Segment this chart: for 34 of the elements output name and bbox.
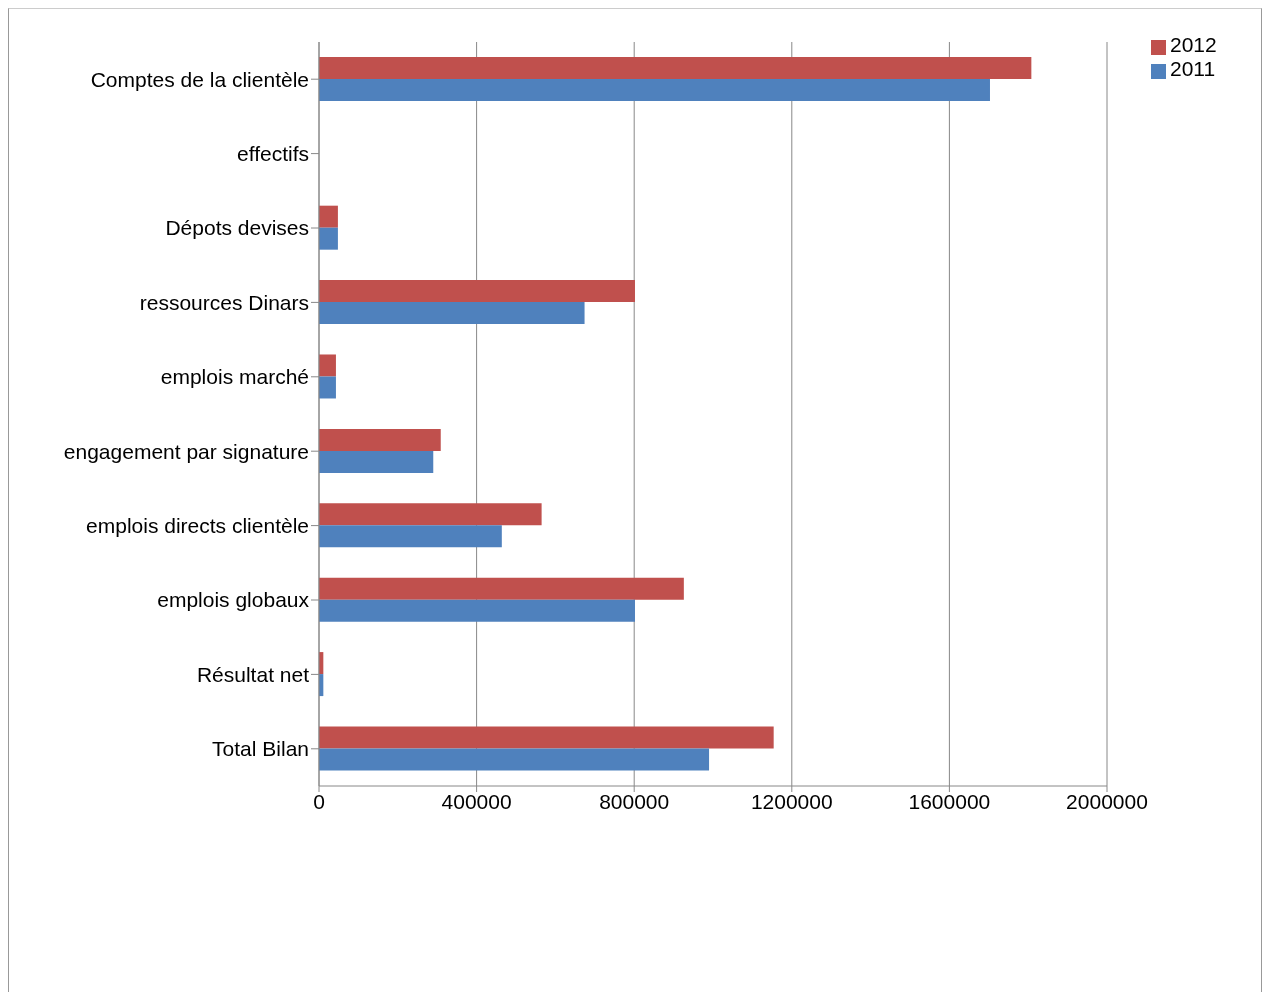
y-tick-label: emplois globaux [157,588,310,612]
legend-label: 2011 [1170,57,1216,80]
x-tick-label: 0 [313,789,325,813]
bar [319,376,336,399]
bar [319,525,502,548]
x-tick-label: 800000 [599,789,670,813]
bar [319,726,774,749]
y-tick-label: ressources Dinars [139,290,309,314]
bar [319,428,441,451]
bar [319,78,990,101]
bar [319,227,338,250]
x-tick-label: 1200000 [750,789,833,813]
bar [319,205,338,228]
y-tick-label: Comptes de la clientèle [90,67,309,91]
y-tick-label: Résultat net [196,662,310,686]
legend-label: 2012 [1170,33,1217,56]
y-tick-label: engagement par signature [63,439,309,463]
bar [319,748,710,771]
bar [319,599,635,622]
y-tick-label: effectifs [237,142,309,166]
bar [319,450,434,473]
bar [319,280,635,303]
y-tick-label: Dépots devises [165,216,309,240]
y-tick-label: emplois directs clientèle [86,514,309,538]
bar [319,302,585,325]
bar [319,577,684,600]
bar [319,354,336,377]
y-tick-label: Total Bilan [212,737,309,761]
y-tick-label: emplois marché [160,365,309,389]
x-tick-label: 1600000 [908,789,991,813]
bar [319,503,542,526]
x-tick-label: 400000 [441,789,512,813]
x-tick-label: 2000000 [1066,789,1148,813]
bar [319,56,1032,79]
